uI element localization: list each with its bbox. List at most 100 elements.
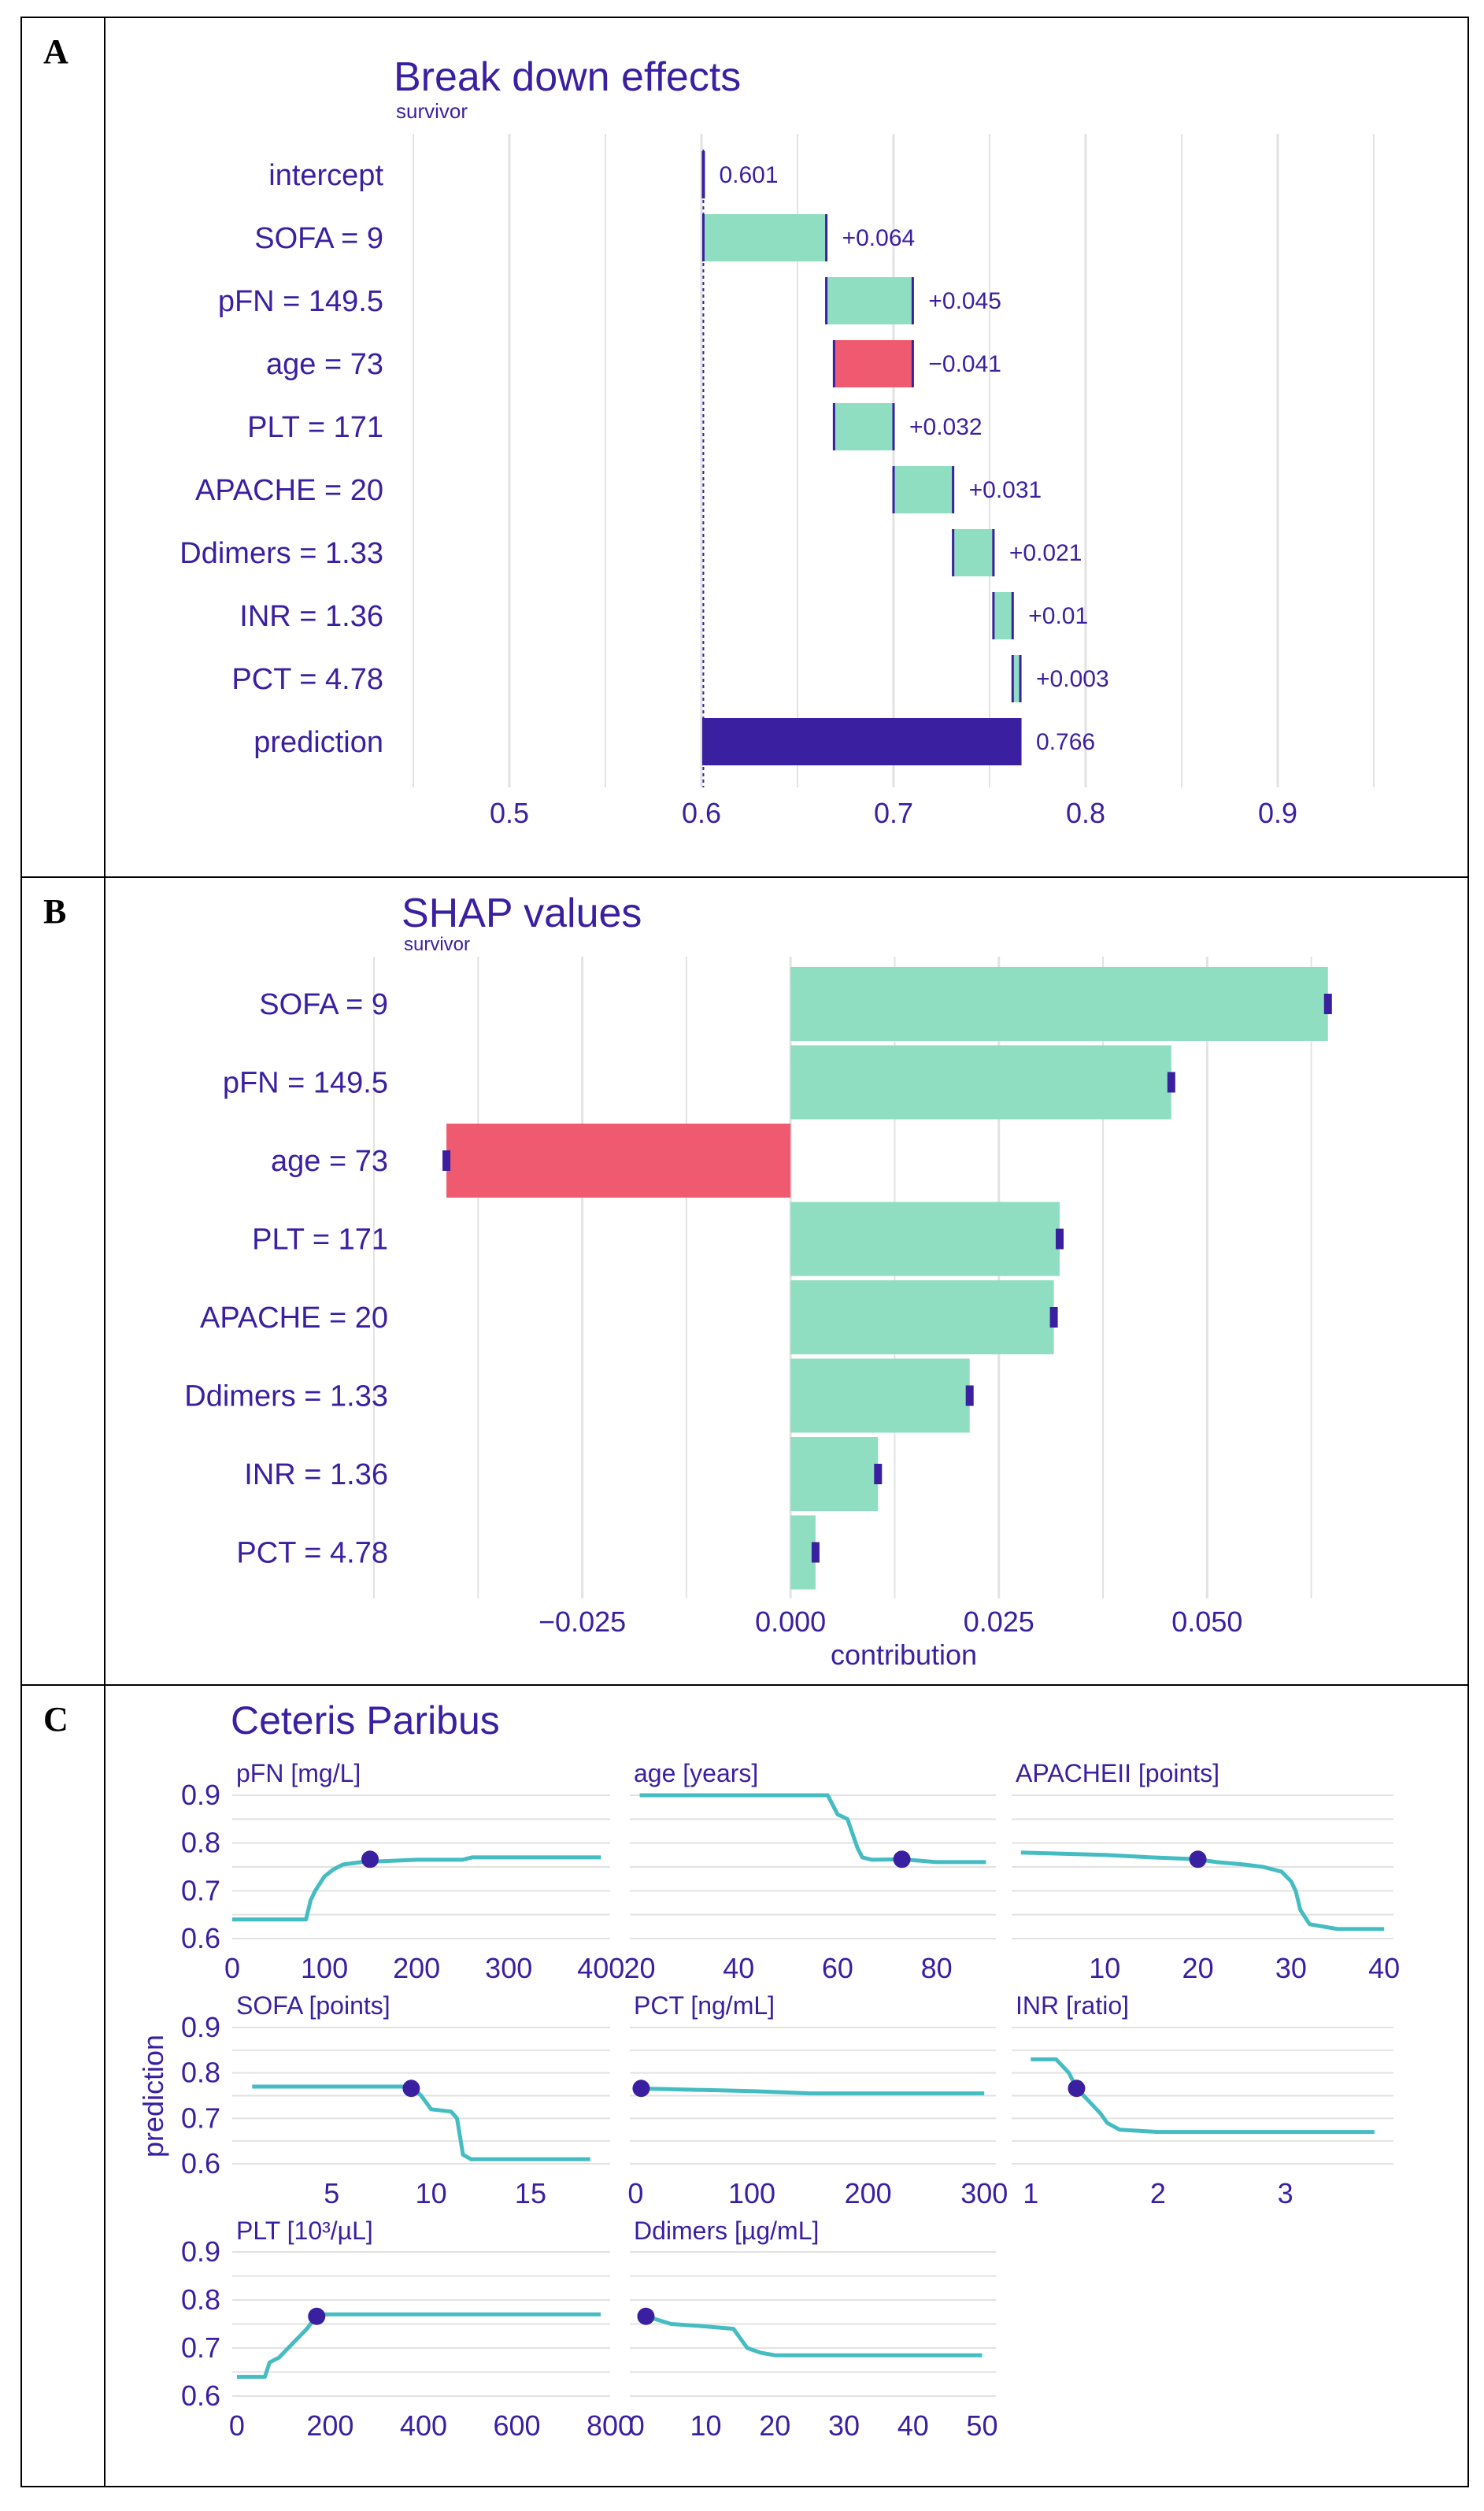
cp-xtick-label: 800: [587, 2409, 634, 2442]
cp-panel-title: pFN [mg/L]: [236, 1759, 361, 1787]
breakdown-subtitle: survivor: [396, 99, 468, 123]
shap-bar: [790, 1045, 1171, 1120]
cp-xtick-label: 10: [416, 2177, 447, 2209]
cp-xtick-label: 50: [966, 2409, 997, 2442]
cp-xtick-label: 400: [577, 1952, 624, 1984]
cp-xtick-label: 15: [515, 2177, 546, 2209]
shap-category-label: INR = 1.36: [244, 1458, 388, 1491]
breakdown-xtick-label: 0.6: [682, 797, 721, 829]
shap-xlabel: contribution: [831, 1639, 977, 1671]
shap-category-label: APACHE = 20: [200, 1302, 388, 1335]
cp-panel: pFN [mg/L] 0 100 200 300 400 0.6 0.7 0.8 0.9: [181, 1759, 624, 1984]
breakdown-bar: [703, 214, 827, 261]
shap-subtitle: survivor: [404, 934, 470, 955]
cp-xtick-label: 0: [627, 2177, 643, 2209]
breakdown-value-label: +0.045: [928, 288, 1001, 314]
cp-ytick-label: 0.6: [181, 2147, 220, 2180]
cp-xtick-label: 200: [306, 2409, 353, 2442]
shap-xtick-label: 0.025: [964, 1605, 1034, 1638]
cp-xtick-label: 5: [324, 2177, 339, 2209]
cp-observation-point: [1068, 2080, 1086, 2098]
cp-panel: PCT [ng/mL] 0 100 200 300: [627, 1991, 1008, 2209]
panel-letter-a: A: [43, 32, 68, 71]
cp-panel-title: SOFA [points]: [236, 1991, 390, 2020]
cp-ytick-label: 0.7: [181, 2331, 220, 2364]
shap-bar-marker: [1049, 1307, 1058, 1328]
cp-observation-point: [637, 2307, 655, 2325]
shap-title: SHAP values: [402, 891, 642, 936]
panel-letter-b: B: [43, 892, 66, 931]
shap-category-label: pFN = 149.5: [223, 1067, 388, 1100]
shap-xtick-label: −0.025: [538, 1605, 626, 1638]
cp-profile-line: [645, 2314, 983, 2357]
breakdown-bar: [834, 340, 913, 387]
cp-panel: INR [ratio] 1 2 3: [1012, 1991, 1393, 2209]
breakdown-category-label: SOFA = 9: [254, 222, 383, 255]
cp-xtick-label: 300: [485, 1952, 532, 1984]
cp-xtick-label: 1: [1023, 2177, 1038, 2209]
panel-frame: [20, 17, 1469, 2487]
cp-ytick-label: 0.8: [181, 2283, 220, 2316]
shap-bar: [790, 1358, 970, 1433]
cp-xtick-label: 0: [224, 1952, 240, 1984]
cp-xtick-label: 100: [301, 1952, 348, 1984]
breakdown-value-label: +0.003: [1036, 666, 1109, 692]
breakdown-bar: [953, 529, 994, 576]
breakdown-category-label: APACHE = 20: [195, 474, 383, 507]
cp-xtick-label: 10: [1089, 1952, 1120, 1984]
shap-xtick-label: 0.000: [755, 1605, 826, 1638]
breakdown-chart: Break down effects survivor intercept 0.6…: [179, 54, 1375, 829]
shap-bar-marker: [874, 1464, 883, 1484]
cp-panel-title: PLT [10³/µL]: [236, 2217, 373, 2245]
cp-xtick-label: 20: [1182, 1952, 1214, 1984]
shap-bar-marker: [1323, 994, 1332, 1014]
cp-xtick-label: 100: [728, 2177, 775, 2209]
cp-ytick-label: 0.9: [181, 1779, 220, 1811]
cp-observation-point: [893, 1850, 911, 1868]
breakdown-value-label: 0.601: [719, 162, 778, 188]
shap-bar: [790, 967, 1328, 1041]
breakdown-category-label: intercept: [268, 159, 383, 192]
breakdown-xtick-label: 0.5: [490, 797, 529, 829]
cp-profile-line: [639, 1793, 986, 1865]
cp-xtick-label: 400: [400, 2409, 447, 2442]
cp-xtick-label: 80: [921, 1952, 953, 1984]
breakdown-value-label: +0.031: [969, 477, 1042, 503]
shap-category-label: SOFA = 9: [259, 988, 388, 1021]
ceteris-paribus-chart: Ceteris Paribus prediction pFN [mg/L]0 10…: [137, 1698, 1400, 2442]
breakdown-value-label: 0.766: [1036, 729, 1095, 755]
cp-xtick-label: 20: [759, 2409, 790, 2442]
shap-category-label: Ddimers = 1.33: [184, 1380, 388, 1413]
cp-xtick-label: 0: [229, 2409, 245, 2442]
breakdown-xtick-label: 0.9: [1258, 797, 1297, 829]
cp-profile-line: [252, 2084, 590, 2161]
cp-ytick-label: 0.9: [181, 2011, 220, 2043]
cp-observation-point: [632, 2080, 650, 2098]
cp-xtick-label: 30: [828, 2409, 860, 2442]
cp-xtick-label: 200: [393, 1952, 440, 1984]
cp-xtick-label: 40: [897, 2409, 929, 2442]
cp-xtick-label: 40: [1368, 1952, 1400, 1984]
cp-ytick-label: 0.7: [181, 2102, 220, 2134]
breakdown-bar: [703, 718, 1021, 765]
shap-chart: SHAP values survivor contribution SOFA =…: [184, 891, 1332, 1671]
breakdown-value-label: +0.032: [909, 414, 983, 440]
shap-bar: [790, 1280, 1054, 1354]
cp-xtick-label: 0: [629, 2409, 645, 2442]
breakdown-bar: [826, 277, 913, 324]
cp-panel-title: PCT [ng/mL]: [634, 1991, 775, 2020]
cp-observation-point: [402, 2080, 420, 2098]
cp-xtick-label: 2: [1150, 2177, 1166, 2209]
cp-ytick-label: 0.7: [181, 1874, 220, 1906]
cp-xtick-label: 300: [960, 2177, 1008, 2209]
breakdown-xtick-label: 0.8: [1066, 797, 1105, 829]
breakdown-value-label: +0.021: [1009, 540, 1082, 566]
cp-xtick-label: 30: [1275, 1952, 1307, 1984]
shap-bar: [790, 1515, 816, 1590]
cp-observation-point: [361, 1850, 379, 1868]
breakdown-value-label: +0.064: [842, 225, 916, 251]
shap-bar-marker: [442, 1150, 451, 1171]
breakdown-value-label: +0.01: [1028, 603, 1088, 629]
ceteris-paribus-ylabel: prediction: [137, 2035, 169, 2157]
